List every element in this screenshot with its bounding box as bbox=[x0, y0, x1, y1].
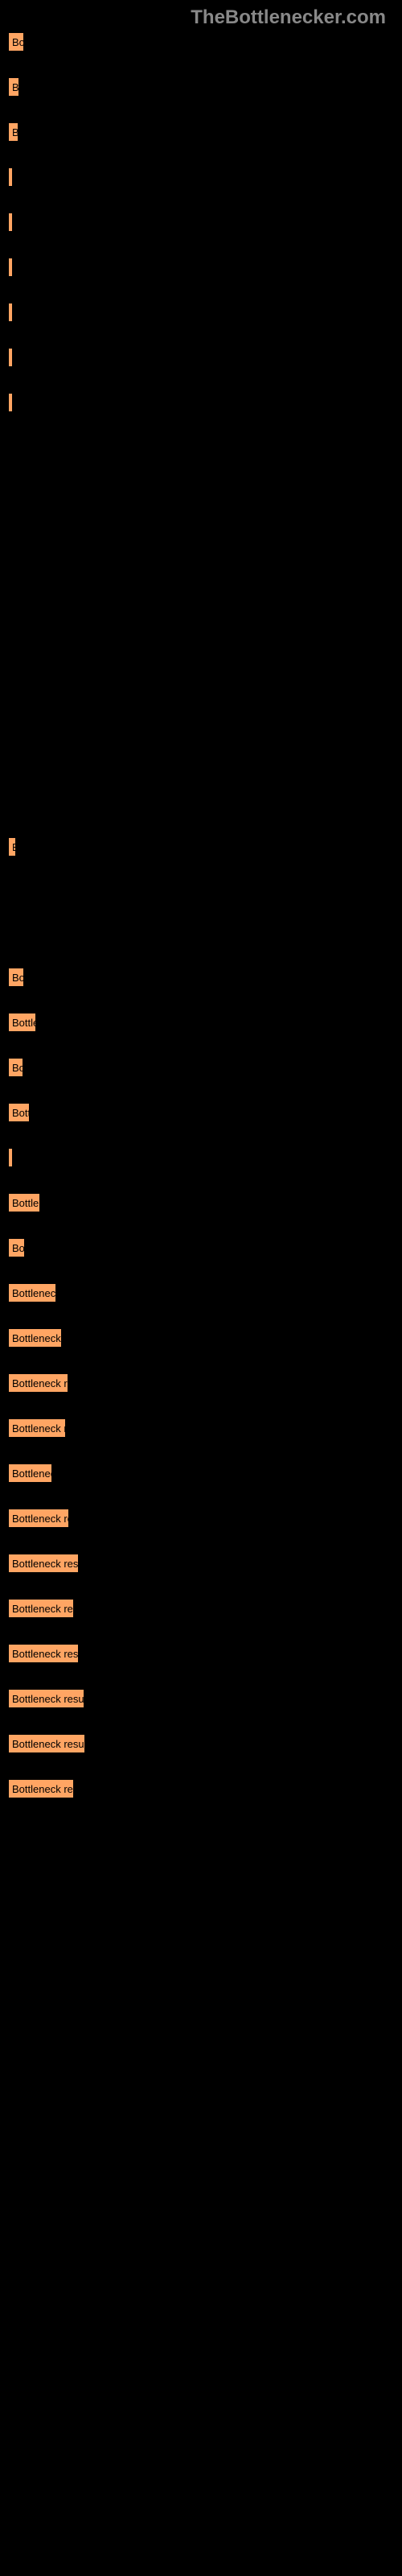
bar bbox=[8, 258, 13, 277]
bar-row: B bbox=[8, 77, 394, 97]
bar-row bbox=[8, 348, 394, 367]
bar-row: Bottleneck bbox=[8, 1283, 394, 1302]
bar-row: Bottleneck r bbox=[8, 1328, 394, 1348]
bar bbox=[8, 213, 13, 232]
bar-row: Bottleneck resu bbox=[8, 1599, 394, 1618]
bar-row bbox=[8, 167, 394, 187]
bar-row: Bottleneck re bbox=[8, 1418, 394, 1438]
bar-row bbox=[8, 213, 394, 232]
bar: B bbox=[8, 122, 18, 142]
bar-row: Bottleneck res bbox=[8, 1373, 394, 1393]
bar bbox=[8, 348, 13, 367]
bar: Bottleneck bbox=[8, 1283, 56, 1302]
bar-row: Bottlen bbox=[8, 1193, 394, 1212]
bar: Bottleneck r bbox=[8, 1328, 62, 1348]
bar bbox=[8, 303, 13, 322]
bar: Bottleneck result f bbox=[8, 1734, 85, 1753]
bar-row: Bottleneck result f bbox=[8, 1734, 394, 1753]
bar-row bbox=[8, 303, 394, 322]
bar-row bbox=[8, 258, 394, 277]
bar-row bbox=[8, 1148, 394, 1167]
bar: Bottlen bbox=[8, 1193, 40, 1212]
bar: Bott bbox=[8, 1103, 30, 1122]
bar-row: B bbox=[8, 122, 394, 142]
bar: Bottleneck resu bbox=[8, 1599, 74, 1618]
bar bbox=[8, 1148, 13, 1167]
bar-chart: Bo B B B Bo Bottle Bo Bott Bottlen Bo Bottleneck Bo… bbox=[0, 32, 402, 1798]
bar-row: Bo bbox=[8, 1238, 394, 1257]
bar-row bbox=[8, 393, 394, 412]
bar bbox=[8, 393, 13, 412]
bar-row: Bottleneck result f bbox=[8, 1689, 394, 1708]
bar-row bbox=[8, 438, 394, 457]
bar-row: Bottle bbox=[8, 1013, 394, 1032]
bar: Bottleneck bbox=[8, 1463, 52, 1483]
bar-row bbox=[8, 882, 394, 902]
watermark-text: TheBottlenecker.com bbox=[0, 0, 402, 32]
bar-row: Bo bbox=[8, 968, 394, 987]
bar: Bottleneck res bbox=[8, 1509, 69, 1528]
bar: Bo bbox=[8, 1238, 25, 1257]
bar-row: Bottleneck res bbox=[8, 1509, 394, 1528]
bar-row: B bbox=[8, 837, 394, 857]
bar-row: Bottleneck bbox=[8, 1463, 394, 1483]
bar: Bottle bbox=[8, 1013, 36, 1032]
bar: Bottleneck result f bbox=[8, 1689, 84, 1708]
bar-row: Bottleneck result bbox=[8, 1644, 394, 1663]
bar-row: Bott bbox=[8, 1103, 394, 1122]
bar: B bbox=[8, 837, 16, 857]
bar: B bbox=[8, 77, 19, 97]
bar: Bottleneck result bbox=[8, 1554, 79, 1573]
bar: Bo bbox=[8, 968, 24, 987]
bar: Bo bbox=[8, 1058, 23, 1077]
bar: Bottleneck result bbox=[8, 1644, 79, 1663]
bar: Bottleneck res bbox=[8, 1373, 68, 1393]
bar: Bottleneck re bbox=[8, 1418, 66, 1438]
bar-row: Bottleneck result bbox=[8, 1554, 394, 1573]
bar-row: Bo bbox=[8, 1058, 394, 1077]
bar-row: Bottleneck resu bbox=[8, 1779, 394, 1798]
bar bbox=[8, 167, 13, 187]
bar: Bo bbox=[8, 32, 24, 52]
bar-row: Bo bbox=[8, 32, 394, 52]
bar: Bottleneck resu bbox=[8, 1779, 74, 1798]
